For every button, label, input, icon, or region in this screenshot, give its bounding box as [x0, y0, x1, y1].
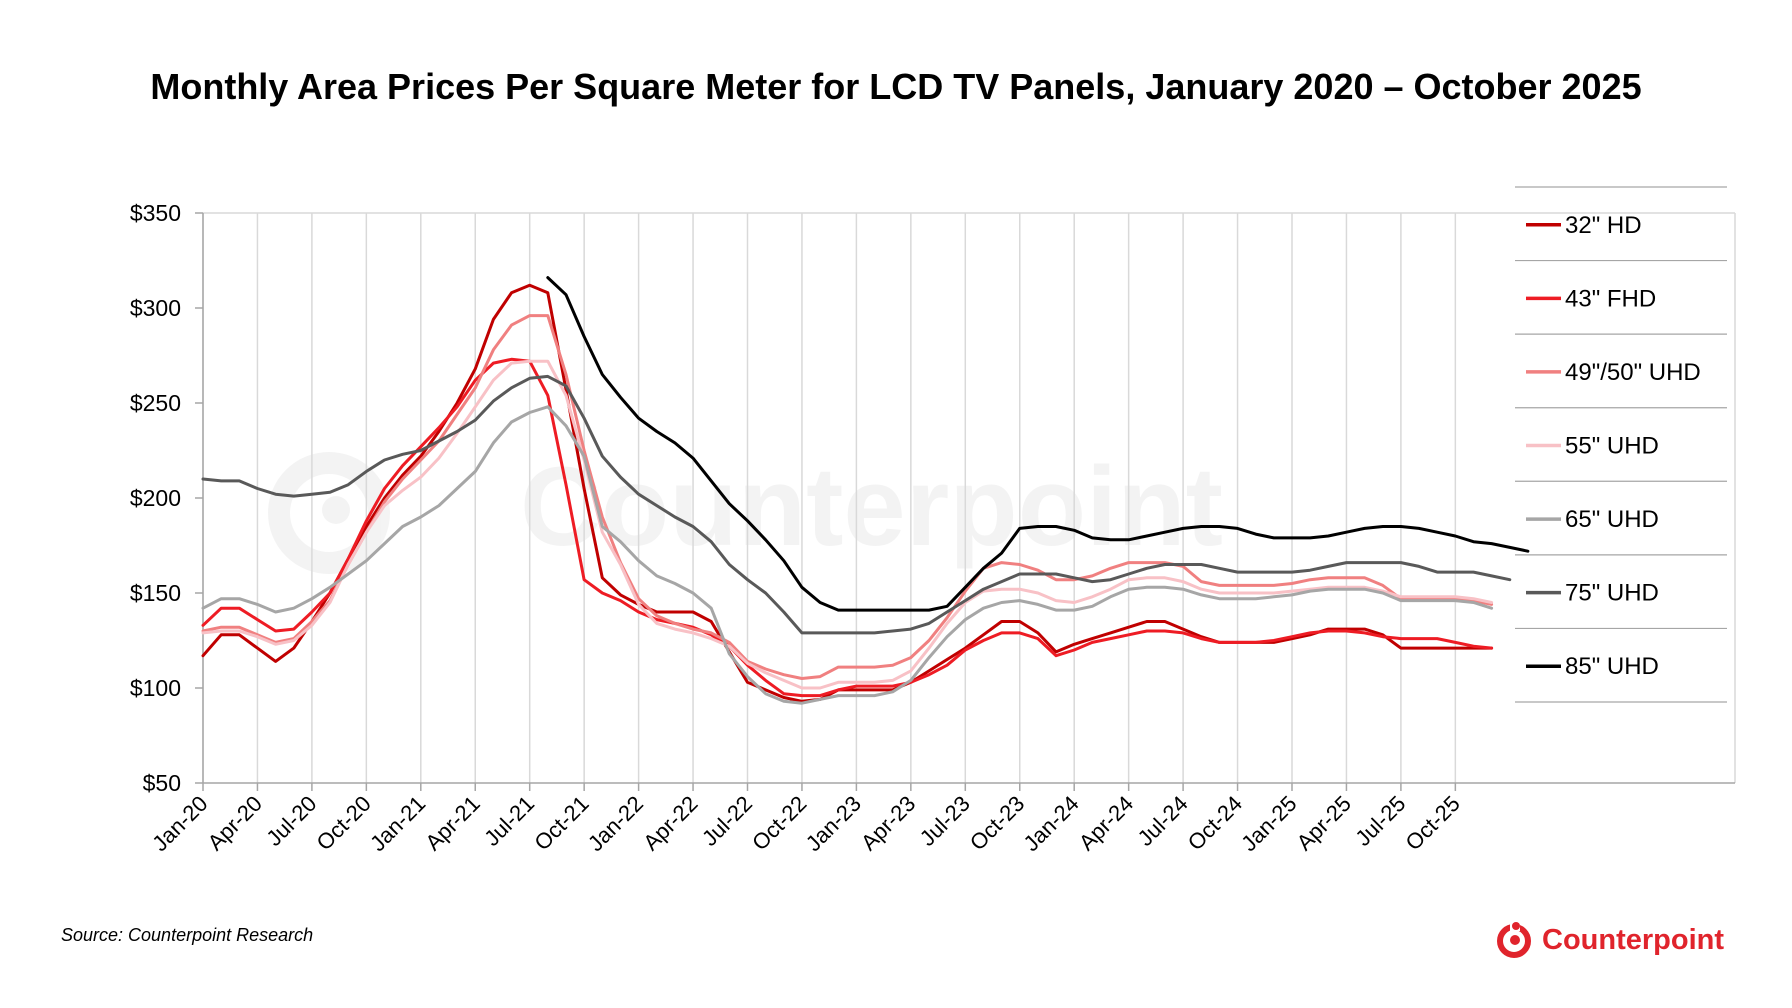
x-tick-label: Jul-21	[479, 791, 539, 851]
series-line	[201, 314, 1494, 680]
y-tick-label: $350	[130, 200, 181, 226]
legend-label: 55" UHD	[1565, 433, 1659, 460]
legend-label: 85" UHD	[1565, 653, 1659, 680]
x-tick-label: Jul-22	[697, 791, 757, 851]
x-tick-label: Apr-21	[420, 791, 484, 855]
x-tick-label: Jan-22	[583, 791, 648, 856]
series-lines	[201, 276, 1530, 705]
source-note: Source: Counterpoint Research	[61, 925, 314, 945]
watermark: Counterpoint	[268, 444, 1223, 574]
x-tick-label: Oct-25	[1401, 791, 1465, 855]
series-line	[201, 405, 1494, 705]
y-tick-label: $250	[130, 390, 181, 416]
counterpoint-logo-icon	[1497, 921, 1531, 958]
x-tick-label: Apr-20	[203, 791, 267, 855]
series-line	[201, 359, 1494, 690]
legend-label: 32" HD	[1565, 212, 1642, 239]
series-line	[201, 374, 1512, 635]
x-tick-label: Apr-25	[1292, 791, 1356, 855]
x-tick-label: Apr-22	[638, 791, 702, 855]
x-tick-label: Apr-24	[1074, 791, 1138, 855]
x-tick-label: Jan-24	[1018, 791, 1083, 856]
x-tick-label: Jan-20	[147, 791, 212, 856]
x-tick-label: Oct-23	[965, 791, 1029, 855]
series-line	[201, 283, 1494, 703]
legend-label: 75" UHD	[1565, 580, 1659, 607]
x-tick-label: Jul-23	[915, 791, 975, 851]
grid	[202, 212, 1736, 783]
y-tick-label: $150	[130, 580, 181, 606]
x-tick-label: Jan-21	[365, 791, 430, 856]
x-tick-label: Oct-24	[1183, 791, 1247, 855]
legend-label: 43" FHD	[1565, 285, 1656, 312]
brand-name: Counterpoint	[1542, 923, 1725, 956]
legend-label: 65" UHD	[1565, 506, 1659, 533]
legend-label: 49"/50" UHD	[1565, 359, 1701, 386]
y-tick-label: $50	[143, 770, 181, 796]
watermark-text: Counterpoint	[520, 444, 1223, 569]
legend: 32" HD 43" FHD 49"/50" UHD 55" UHD 65" UHD 75…	[1515, 186, 1727, 703]
x-tick-label: Oct-20	[312, 791, 376, 855]
x-tick-label: Jul-20	[261, 791, 321, 851]
x-tick-label: Jul-25	[1350, 791, 1410, 851]
y-tick-label: $200	[130, 485, 181, 511]
chart-title: Monthly Area Prices Per Square Meter for…	[150, 66, 1642, 107]
series-line	[546, 276, 1530, 612]
x-tick-label: Jan-23	[801, 791, 866, 856]
x-tick-label: Jan-25	[1236, 791, 1301, 856]
x-tick-label: Oct-21	[529, 791, 593, 855]
x-tick-label: Jul-24	[1133, 791, 1193, 851]
y-tick-label: $300	[130, 295, 181, 321]
x-tick-label: Oct-22	[747, 791, 811, 855]
brand-logo: Counterpoint	[1494, 920, 1724, 960]
y-tick-label: $100	[130, 675, 181, 701]
x-tick-label: Apr-23	[856, 791, 920, 855]
